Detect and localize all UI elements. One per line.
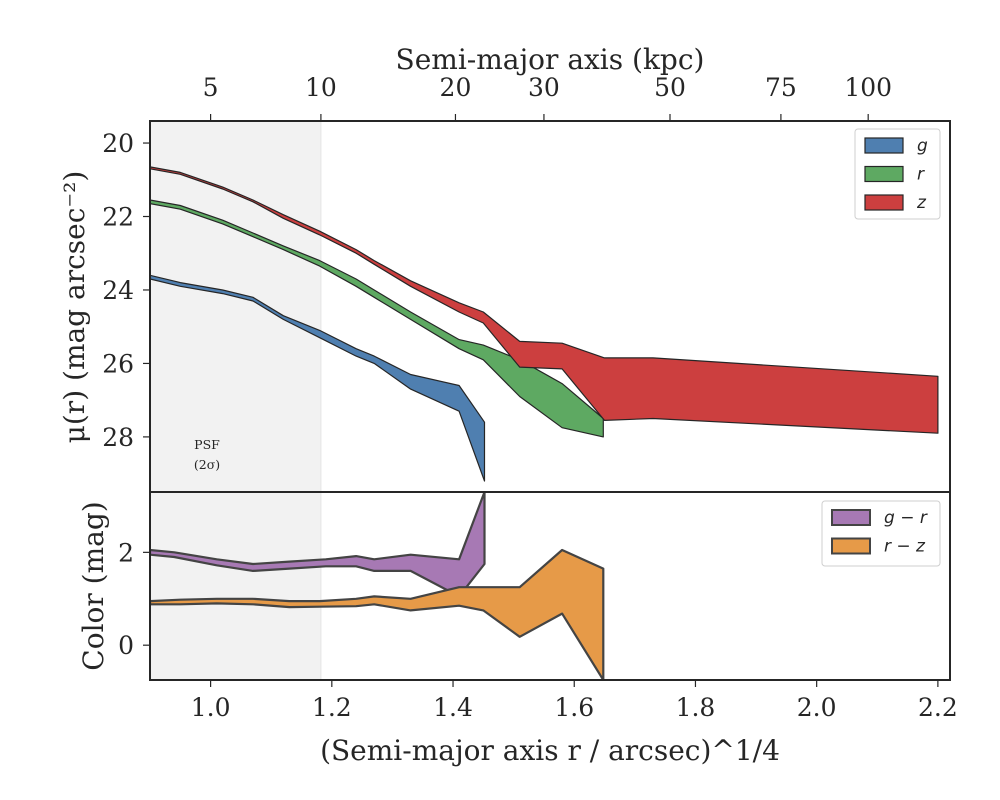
legend-label: g − r — [884, 508, 928, 528]
top-axis-tick-label: 10 — [305, 73, 337, 102]
legend-swatch — [831, 537, 871, 555]
band-g — [150, 274, 486, 482]
top-axis-tick-label: 30 — [528, 73, 560, 102]
top-axis-label: Semi-major axis (kpc) — [396, 43, 705, 76]
legend-swatch — [864, 137, 904, 154]
band-r — [150, 199, 604, 438]
bottom-panel-bands — [150, 492, 605, 680]
y-axis-label-top: μ(r) (mag arcsec⁻²) — [58, 171, 91, 444]
legend-label: r — [917, 165, 925, 185]
x-tick-label: 1.6 — [554, 693, 594, 722]
y-tick-label-top: 20 — [102, 129, 134, 158]
top-axis-tick-label: 50 — [654, 73, 686, 102]
band-z — [150, 166, 939, 434]
y-tick-label-bottom: 0 — [118, 631, 134, 660]
band-color-1 — [150, 548, 605, 680]
y-tick-label-top: 26 — [102, 349, 134, 378]
top-axis-tick-label: 5 — [203, 73, 219, 102]
y-tick-label-top: 22 — [102, 203, 134, 232]
y-tick-label-top: 28 — [102, 423, 134, 452]
legend-label: z — [916, 193, 927, 213]
legend-label: g — [917, 136, 928, 156]
y-tick-label-top: 24 — [102, 276, 134, 305]
psf-shaded-region-bottom — [150, 492, 321, 680]
bottom-panel-frame — [149, 491, 951, 681]
top-axis-tick-label: 75 — [765, 73, 797, 102]
x-tick-label: 1.2 — [312, 693, 352, 722]
psf-annotation-line1: PSF — [194, 437, 220, 452]
top-panel-bands — [150, 166, 939, 482]
y-tick-label-bottom: 2 — [118, 538, 134, 567]
psf-annotation-line2: (2σ) — [194, 457, 220, 472]
x-tick-label: 1.4 — [433, 693, 473, 722]
x-tick-label: 2.0 — [797, 693, 837, 722]
legend-label: r − z — [884, 537, 926, 557]
x-tick-label: 1.8 — [676, 693, 716, 722]
y-axis-label-bottom: Color (mag) — [77, 501, 110, 670]
legend-swatch — [864, 165, 904, 183]
x-tick-label: 2.2 — [918, 693, 958, 722]
top-axis-tick-label: 20 — [440, 73, 472, 102]
x-tick-label: 1.0 — [191, 693, 231, 722]
band-color-0 — [150, 492, 486, 598]
legend-top: grz — [854, 128, 941, 220]
psf-shaded-region-top — [150, 121, 321, 492]
x-axis-label: (Semi-major axis r / arcsec)^1/4 — [320, 734, 780, 767]
legend-swatch — [831, 509, 871, 526]
legend-bottom: g − r r − z — [821, 500, 941, 567]
top-axis-tick-label: 100 — [844, 73, 892, 102]
legend-swatch — [864, 194, 904, 211]
